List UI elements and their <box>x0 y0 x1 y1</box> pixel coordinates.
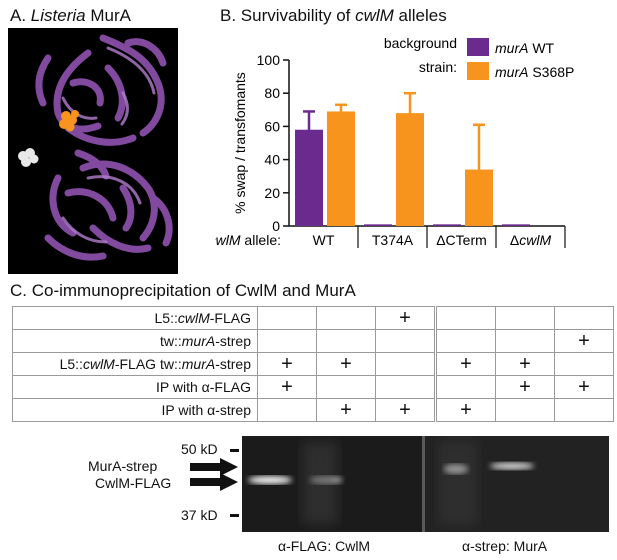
western-blot-image <box>242 436 609 532</box>
category-label: T374A <box>372 232 414 248</box>
blot-left-caption: α-FLAG: CwlM <box>278 538 371 554</box>
orange-ligand-spheres <box>59 110 79 132</box>
lane-mark <box>434 375 496 399</box>
condition-row: IP with α-FLAG + + + <box>12 375 614 399</box>
y-axis-label: % swap / transfomants <box>232 72 248 214</box>
bar <box>502 224 530 226</box>
lane-mark: + <box>316 398 376 422</box>
band-label-murA-strep: MurA-strep <box>88 458 158 474</box>
marker-50kd-tick <box>230 449 239 452</box>
y-tick-label: 0 <box>272 218 280 234</box>
condition-label: tw::murA-strep <box>12 329 258 353</box>
lane-mark: + <box>375 398 436 422</box>
survivability-bar-chart: 0 20 40 60 80 100 % swap / transfomants WT T374A… <box>215 35 574 248</box>
legend-entry: murA WT <box>495 40 555 56</box>
panel-a-letter: A. <box>10 6 27 25</box>
condition-label: L5::cwlM-FLAG tw::murA-strep <box>12 352 258 376</box>
lane-mark: + <box>257 375 317 399</box>
lane-mark: + <box>375 306 436 330</box>
coip-condition-table: L5::cwlM-FLAG + tw::murA-strep + L5::cwlM-FL… <box>12 306 614 422</box>
x-axis-prefix: cwlM allele: <box>215 232 281 248</box>
lane-mark: + <box>554 329 614 353</box>
lane-mark <box>316 329 376 353</box>
marker-50kd-label: 50 kD <box>181 441 218 457</box>
lane-mark <box>495 329 555 353</box>
panel-b-title-italic: cwlM <box>355 6 394 25</box>
lane-mark <box>375 352 436 376</box>
legend-title-line1: background <box>384 35 457 51</box>
panel-b-title-prefix: B. Survivability of <box>220 6 356 25</box>
bar <box>364 224 392 226</box>
lane-mark: + <box>316 352 376 376</box>
condition-row: IP with α-strep + + + <box>12 398 614 422</box>
panel-c-title: C. Co-immunoprecipitation of CwlM and Mu… <box>10 281 356 300</box>
panel-a-title-italic: Listeria <box>30 6 86 25</box>
condition-row: L5::cwlM-FLAG + <box>12 306 614 330</box>
condition-label: IP with α-strep <box>12 398 258 422</box>
condition-row: tw::murA-strep + <box>12 329 614 353</box>
legend-swatch <box>467 62 489 80</box>
condition-label: IP with α-FLAG <box>12 375 258 399</box>
lane-mark <box>375 329 436 353</box>
lane-mark <box>554 306 614 330</box>
white-ligand-spheres <box>18 148 39 167</box>
lane-mark: + <box>495 375 555 399</box>
panel-b-title-suffix: alleles <box>393 6 447 25</box>
panel-a-title-rest: MurA <box>85 6 131 25</box>
category-label: ΔcwlM <box>510 232 552 248</box>
murA-protein-structure-image <box>8 28 178 274</box>
lane-mark <box>316 375 376 399</box>
blot-right-caption: α-strep: MurA <box>462 538 548 554</box>
marker-37kd-tick <box>230 514 239 517</box>
lane-mark <box>554 352 614 376</box>
lane-mark <box>375 375 436 399</box>
lane-mark <box>257 329 317 353</box>
lane-mark: + <box>257 352 317 376</box>
y-tick-label: 60 <box>264 118 280 134</box>
legend-title-line2: strain: <box>419 59 457 75</box>
lane-mark <box>495 306 555 330</box>
y-tick-label: 20 <box>264 185 280 201</box>
lane-mark: + <box>554 375 614 399</box>
marker-37kd-label: 37 kD <box>181 507 218 523</box>
lane-mark <box>554 398 614 422</box>
legend-swatch <box>467 38 489 56</box>
panel-a-title: A. Listeria MurA <box>10 6 131 26</box>
band-label-cwlM-flag: CwlM-FLAG <box>95 475 172 491</box>
band-arrows <box>190 458 238 491</box>
arrow-icon <box>190 458 238 476</box>
arrow-icon <box>190 473 238 491</box>
lane-mark <box>434 329 496 353</box>
bar <box>327 111 355 226</box>
y-tick-label: 80 <box>264 85 280 101</box>
lane-mark <box>495 398 555 422</box>
bar <box>433 224 461 226</box>
lane-mark <box>434 306 496 330</box>
condition-label: L5::cwlM-FLAG <box>12 306 258 330</box>
y-tick-label: 40 <box>264 152 280 168</box>
category-label: WT <box>313 232 335 248</box>
lane-mark: + <box>434 398 496 422</box>
legend-entry: murA S368P <box>495 64 574 80</box>
y-tick-label: 100 <box>257 52 281 68</box>
lane-mark: + <box>434 352 496 376</box>
category-label: ΔCTerm <box>436 232 487 248</box>
lane-mark <box>257 306 317 330</box>
panel-b-title: B. Survivability of cwlM alleles <box>220 6 447 26</box>
condition-row: L5::cwlM-FLAG tw::murA-strep + + + + <box>12 352 614 376</box>
lane-mark <box>316 306 376 330</box>
lane-mark: + <box>495 352 555 376</box>
lane-mark <box>257 398 317 422</box>
